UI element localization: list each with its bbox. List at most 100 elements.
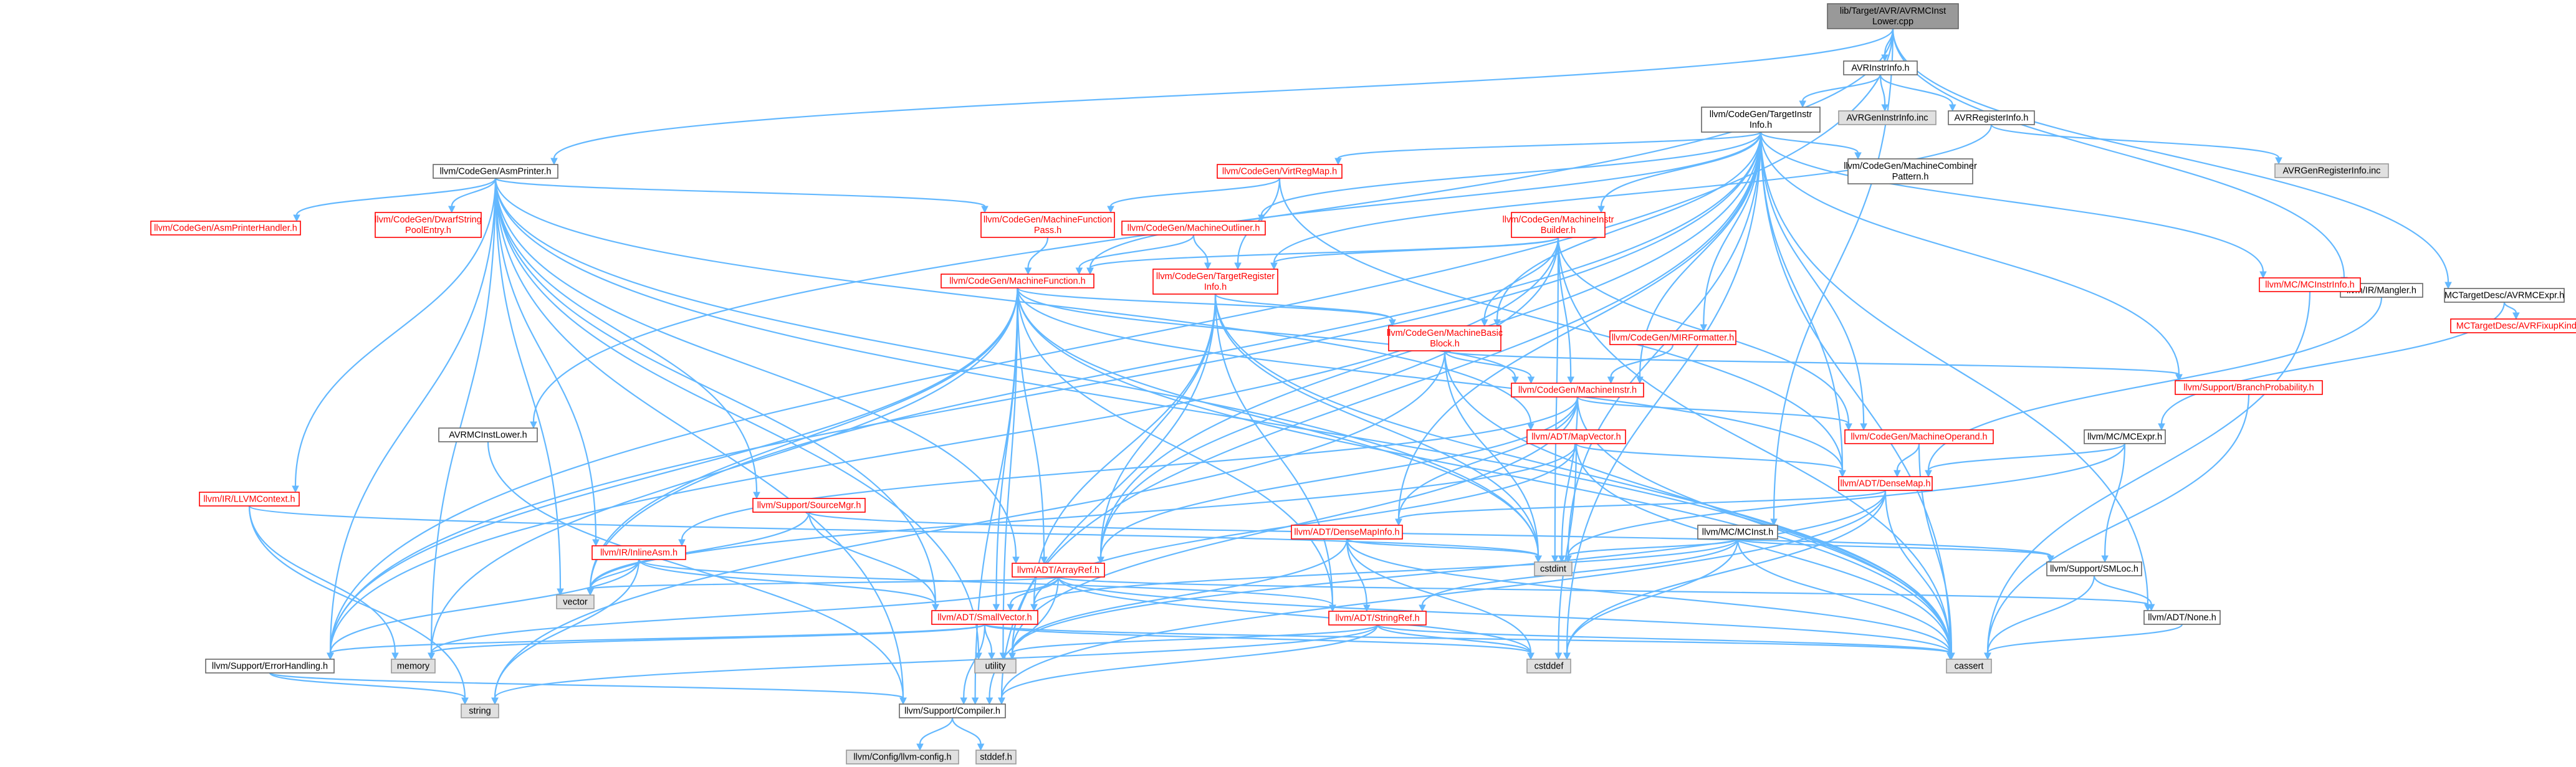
node-densemap[interactable]: llvm/ADT/DenseMap.h [1838,476,1933,491]
edge-arrowhead [1700,324,1708,332]
edge-line [919,717,954,745]
node-llvmcontext[interactable]: llvm/IR/LLVMContext.h [199,492,300,507]
node-arrayref[interactable]: llvm/ADT/ArrayRef.h [1012,563,1105,578]
edge-line [1703,131,1762,325]
node-branchprob[interactable]: llvm/Support/BranchProbability.h [2175,380,2323,395]
node-label: llvm/Support/Compiler.h [904,707,1000,717]
edge-line [1033,538,1739,605]
edge-arrowhead [1563,652,1571,660]
node-avrmcinstlower[interactable]: AVRMCInstLower.h [438,427,538,442]
node-root[interactable]: lib/Target/AVR/AVRMCInstLower.cpp [1827,3,1959,29]
node-label: llvm/ADT/StringRef.h [1335,614,1419,624]
node-mcinst[interactable]: llvm/MC/MCInst.h [1697,525,1778,540]
edge-line [2503,302,2517,313]
node-inlineasm[interactable]: llvm/IR/InlineAsm.h [591,545,686,560]
node-compiler[interactable]: llvm/Support/Compiler.h [899,703,1006,718]
node-label: vector [563,598,588,607]
node-box [1948,110,2035,125]
edge-arrowhead [1597,206,1605,214]
node-mctargetexpr[interactable]: MCTargetDesc/AVRMCExpr.h [2444,288,2565,303]
node-cstddef[interactable]: cstddef [1526,659,1571,674]
edge-line [1444,350,1532,378]
edge-line [1109,178,1281,207]
edge-line [681,396,1579,540]
node-avrgeninstr[interactable]: AVRGenInstrInfo.inc [1838,110,1937,125]
node-mcinstrinfo[interactable]: llvm/MC/MCInstrInfo.h [2259,277,2361,292]
node-mf[interactable]: llvm/CodeGen/MachineFunction.h [941,274,1094,288]
node-errorhandling[interactable]: llvm/Support/ErrorHandling.h [205,659,335,674]
node-memory[interactable]: memory [391,659,436,674]
node-label: llvm/CodeGen/VirtRegMap.h [1222,167,1337,177]
node-densemapinfo[interactable]: llvm/ADT/DenseMapInfo.h [1291,525,1403,540]
node-string[interactable]: string [461,703,499,718]
edge-arrowhead [1984,652,1991,660]
edge-llvmcontext-to-string [248,505,469,705]
edge-avrinstrinfo-to-tii [1799,74,1882,108]
node-label: AVRGenRegisterInfo.inc [2283,166,2381,176]
node-mcexpr[interactable]: llvm/MC/MCExpr.h [2084,429,2166,444]
edge-line [589,287,1018,589]
node-smloc[interactable]: llvm/Support/SMLoc.h [2046,561,2142,576]
node-stringref[interactable]: llvm/ADT/StringRef.h [1328,611,1427,626]
node-box [1291,525,1403,540]
node-virtregmap[interactable]: llvm/CodeGen/VirtRegMap.h [1217,164,1343,179]
edge-arrowhead [1389,319,1396,327]
edge-arrowhead [1558,555,1566,563]
edge-arrowhead [932,604,939,612]
edge-root-to-mctargetexpr [1892,28,2452,290]
node-config[interactable]: llvm/Config/llvm-config.h [846,750,959,765]
node-mi[interactable]: llvm/CodeGen/MachineInstr.h [1511,383,1644,398]
node-box [1847,158,1973,184]
edge-asmprinter-to-inlineasm [494,178,600,547]
edge-line [1099,237,1559,558]
edge-line [1033,293,1217,605]
node-box [1152,269,1278,295]
node-moutliner[interactable]: llvm/CodeGen/MachineOutliner.h [1121,221,1266,236]
edge-root-to-mangler [1892,28,2348,285]
node-cassert[interactable]: cassert [1946,659,1992,674]
edge-arrowhead [1925,470,1932,478]
node-label: Info.h [1750,120,1772,130]
edge-tii-to-none [1760,131,2152,612]
edge-arrowhead [1527,423,1535,431]
node-avrreginfo[interactable]: AVRRegisterInfo.h [1948,110,2035,125]
edge-avrreginfo-to-tri [1270,124,1993,270]
node-asmprinter[interactable]: llvm/CodeGen/AsmPrinter.h [433,164,558,179]
node-label: Block.h [1430,339,1460,349]
edge-line [1273,236,1559,264]
edge-line [1566,538,1739,654]
node-mirformatter[interactable]: llvm/CodeGen/MIRFormatter.h [1609,330,1736,345]
node-smallvector[interactable]: llvm/ADT/SmallVector.h [931,610,1038,625]
edge-line [1078,234,1195,269]
node-box [1121,221,1266,236]
node-box [199,492,300,507]
edge-arrowhead [1527,652,1535,660]
node-moperand[interactable]: llvm/CodeGen/MachineOperand.h [1844,429,1994,444]
node-none[interactable]: llvm/ADT/None.h [2143,610,2221,625]
node-avrinstrinfo[interactable]: AVRInstrInfo.h [1843,60,1918,75]
node-avrgenreg[interactable]: AVRGenRegisterInfo.inc [2274,163,2389,178]
node-vector[interactable]: vector [556,594,595,609]
node-label: stddef.h [980,753,1012,763]
edge-tri-to-arrayref [1097,293,1217,565]
node-cstdint[interactable]: cstdint [1534,561,1573,576]
edge-arrowhead [2147,604,2155,612]
node-utility[interactable]: utility [974,659,1017,674]
edge-mib-to-tri [1270,236,1559,270]
edge-smallvector-to-errorhandling [327,623,986,660]
node-asmhandler[interactable]: llvm/CodeGen/AsmPrinterHandler.h [150,221,301,236]
edge-line [589,512,810,589]
node-sourcemgr[interactable]: llvm/Support/SourceMgr.h [752,498,866,513]
node-mapvector[interactable]: llvm/ADT/MapVector.h [1526,429,1626,444]
node-mangler[interactable]: llvm/IR/Mangler.h [2340,283,2423,298]
edge-mbb-to-branchprob [1444,350,2183,382]
node-fixupkinds[interactable]: MCTargetDesc/AVRFixupKinds.h [2450,318,2576,333]
node-stddef[interactable]: stddef.h [975,750,1017,765]
